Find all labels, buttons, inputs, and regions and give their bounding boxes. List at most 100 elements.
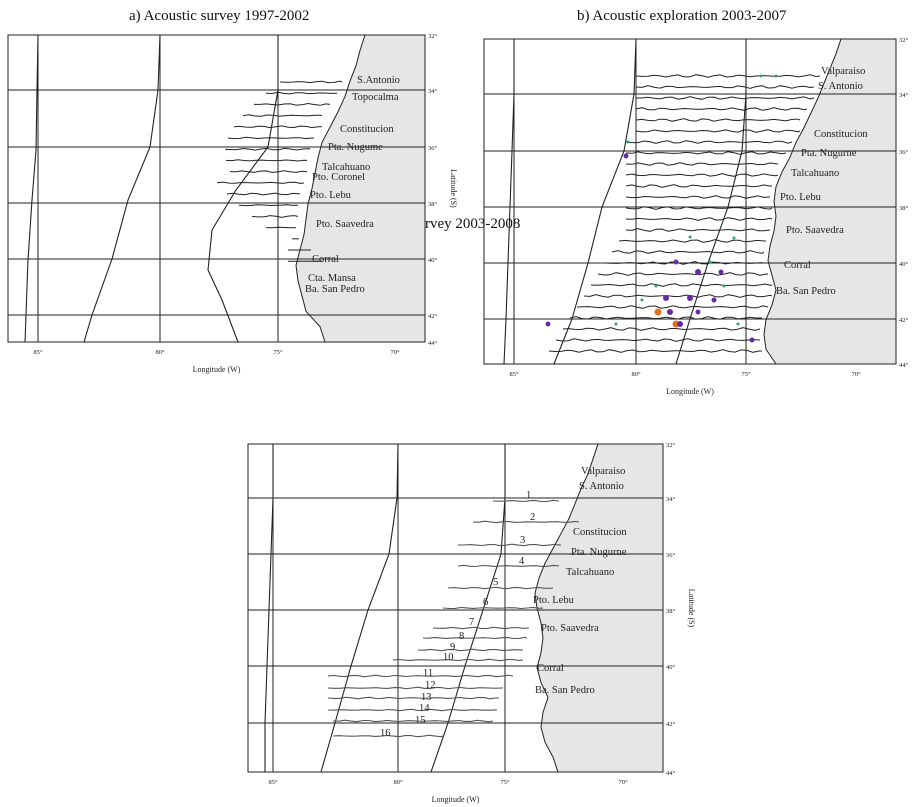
transect-line: [597, 272, 768, 276]
place-label: Pta. Nugume: [328, 142, 383, 153]
isobath-line: [264, 444, 274, 772]
transect-number: 14: [419, 703, 430, 714]
x-tick-label: 85°: [509, 371, 519, 378]
transect-number: 9: [450, 642, 455, 653]
transect-number: 7: [469, 617, 474, 628]
transect-line: [254, 102, 331, 106]
place-label: S.Antonio: [357, 75, 400, 86]
transect-line: [224, 147, 311, 151]
transect-line: [472, 520, 580, 524]
transect-number: 11: [423, 668, 433, 679]
transect-line: [442, 606, 544, 610]
catch-marker: [667, 309, 673, 315]
transect-number: 10: [443, 652, 454, 663]
y-tick-label: 38°: [666, 608, 676, 615]
transect-line: [216, 181, 305, 185]
place-label: Talcahuano: [322, 162, 370, 173]
transect-line: [265, 226, 297, 229]
transect-number: 12: [425, 680, 436, 691]
isobath-line: [430, 444, 506, 773]
transect-line: [562, 327, 761, 331]
transect-line: [611, 250, 765, 254]
transect-line: [625, 162, 779, 166]
transect-line: [327, 674, 514, 678]
transect-number: 2: [530, 512, 535, 523]
y-tick-label: 42°: [666, 721, 676, 728]
catch-marker: [626, 140, 630, 144]
x-tick-label: 75°: [500, 779, 510, 786]
place-label: Pto. Coronel: [312, 172, 365, 183]
catch-marker: [688, 235, 692, 239]
transect-line: [625, 151, 787, 155]
transect-number: 13: [421, 692, 432, 703]
transect-line: [492, 499, 560, 503]
transect-line: [636, 96, 815, 100]
isobath-line: [675, 39, 747, 365]
place-label: Talcahuano: [791, 168, 839, 179]
place-label: Pto. Lebu: [310, 190, 352, 201]
transect-line: [422, 636, 528, 640]
x-tick-label: 70°: [618, 779, 628, 786]
transect-line: [635, 118, 801, 122]
map-panel-a: S.Antonio Topocalma Constitucion Pta. Nugum…: [7, 33, 458, 374]
place-label: Constitucion: [573, 527, 627, 538]
transect-line: [225, 159, 308, 162]
place-label: Pto. Saavedra: [541, 623, 599, 634]
y-axis-label: Latitude (S): [687, 589, 696, 628]
place-label: Ba. San Pedro: [305, 284, 365, 295]
catch-marker: [732, 236, 736, 240]
place-label: Cta. Mansa: [308, 273, 356, 284]
transect-line: [392, 658, 524, 662]
y-tick-label: 38°: [428, 201, 438, 208]
y-tick-label: 36°: [428, 145, 438, 152]
isobath-line: [83, 34, 161, 343]
transect-line: [242, 114, 323, 117]
y-tick-label: 34°: [666, 496, 676, 503]
x-tick-label: 85°: [33, 349, 43, 356]
y-tick-label: 36°: [666, 552, 676, 559]
y-tick-label: 40°: [899, 261, 909, 268]
map-panel-b: Valparaiso S. Antonio Constitucion Pta. Nug…: [483, 37, 909, 396]
transect-line: [625, 228, 771, 232]
transect-line: [417, 648, 524, 652]
catch-marker: [749, 337, 755, 343]
catch-marker: [677, 321, 683, 327]
transect-line: [332, 734, 444, 738]
transect-line: [618, 239, 767, 243]
y-tick-label: 40°: [666, 664, 676, 671]
transect-line: [332, 719, 494, 723]
catch-marker: [623, 153, 629, 159]
catch-marker: [663, 295, 669, 301]
catch-marker: [687, 295, 693, 301]
transect-line: [635, 107, 808, 111]
transect-line: [583, 294, 773, 298]
catch-marker: [695, 269, 701, 275]
place-label: Corral: [537, 663, 564, 674]
place-label: Pto. Lebu: [780, 192, 822, 203]
transect-line: [625, 195, 771, 199]
transect-number: 3: [520, 535, 525, 546]
map-frame: [7, 34, 426, 343]
transect-line: [625, 217, 773, 221]
place-label: Talcahuano: [566, 567, 614, 578]
transect-line: [604, 261, 765, 265]
transect-number: 4: [519, 556, 525, 567]
x-tick-label: 80°: [393, 779, 403, 786]
transect-number: 16: [380, 728, 391, 739]
y-tick-label: 44°: [428, 340, 438, 347]
transect-line: [238, 204, 299, 207]
place-label: Corral: [784, 260, 811, 271]
transect-line: [548, 349, 762, 353]
place-label: Pto. Saavedra: [316, 219, 374, 230]
map-frame: [247, 443, 664, 773]
catch-marker: [759, 74, 763, 78]
transect-line: [432, 626, 530, 630]
transect-line: [625, 140, 793, 144]
y-tick-label: 44°: [666, 770, 676, 777]
place-label: Topocalma: [352, 92, 399, 103]
catch-marker: [708, 260, 712, 264]
catch-marker: [722, 284, 726, 288]
x-axis-label: Longitude (W): [193, 365, 241, 374]
x-tick-label: 70°: [390, 349, 400, 356]
